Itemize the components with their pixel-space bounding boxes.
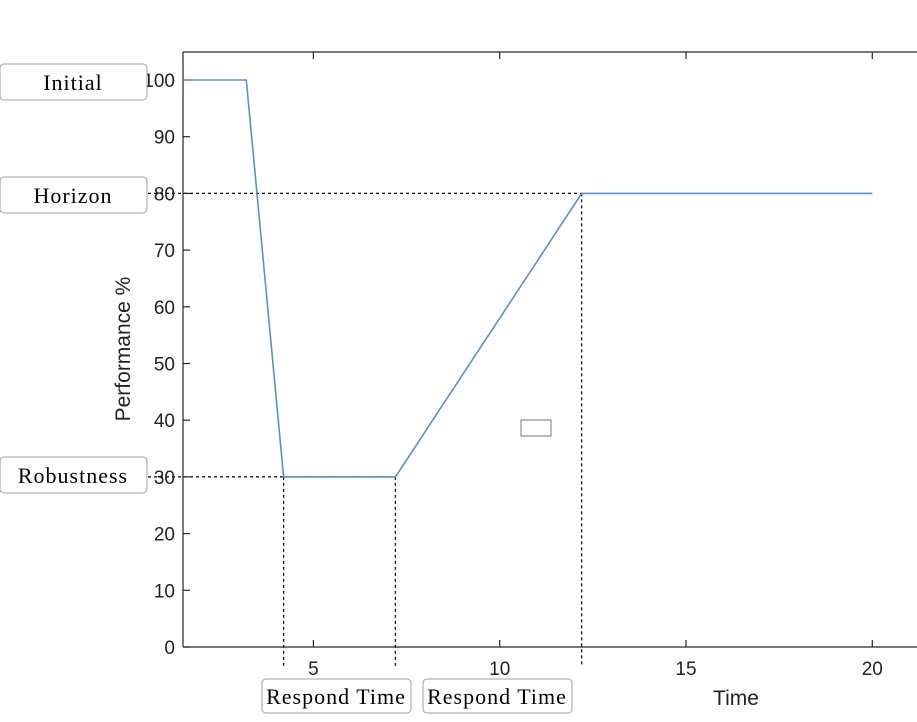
y-tick-label: 100 bbox=[143, 71, 175, 92]
y-tick-label: 50 bbox=[154, 355, 175, 376]
legend-box bbox=[520, 419, 552, 437]
svg-text:Robustness: Robustness bbox=[18, 463, 128, 488]
svg-text:Respond Time: Respond Time bbox=[427, 684, 567, 709]
y-tick-label: 80 bbox=[154, 184, 175, 205]
x-tick-label: 15 bbox=[675, 659, 696, 680]
annotation-robustness: Robustness bbox=[0, 456, 148, 494]
y-tick-label: 30 bbox=[154, 468, 175, 489]
performance-line bbox=[183, 79, 873, 478]
y-tick-label: 60 bbox=[154, 298, 175, 319]
x-tick-label: 20 bbox=[862, 659, 883, 680]
series-layer bbox=[183, 79, 873, 478]
y-axis-title: Performance % bbox=[112, 277, 135, 422]
annotation-respond-time-2: Respond Time bbox=[422, 678, 573, 714]
annotation-initial: Initial bbox=[0, 63, 148, 101]
y-tick-label: 10 bbox=[154, 581, 175, 602]
annotation-horizon: Horizon bbox=[0, 176, 148, 214]
svg-text:Initial: Initial bbox=[43, 70, 103, 95]
y-tick-label: 20 bbox=[154, 525, 175, 546]
svg-text:Horizon: Horizon bbox=[33, 183, 112, 208]
x-tick-label: 5 bbox=[308, 659, 319, 680]
y-tick-label: 0 bbox=[164, 638, 175, 659]
x-tick-label: 10 bbox=[489, 659, 510, 680]
svg-text:Respond Time: Respond Time bbox=[266, 684, 406, 709]
axis-ticks: 5 10 15 20 0 10 20 30 40 50 60 70 80 90 100 bbox=[143, 52, 883, 680]
y-tick-label: 40 bbox=[154, 411, 175, 432]
y-tick-label: 90 bbox=[154, 128, 175, 149]
x-axis-title: Time bbox=[713, 687, 759, 710]
annotation-respond-time-1: Respond Time bbox=[261, 678, 412, 714]
y-tick-label: 70 bbox=[154, 241, 175, 262]
guide-lines bbox=[148, 192, 583, 666]
